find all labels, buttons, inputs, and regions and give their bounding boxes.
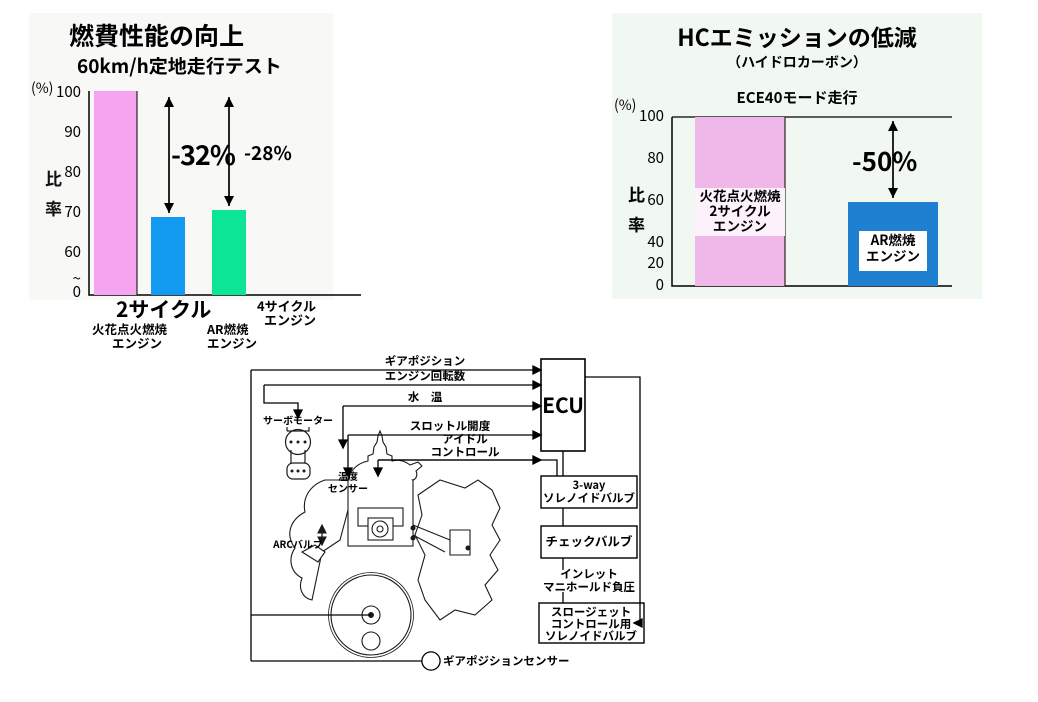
svg-text:燃費性能の向上: 燃費性能の向上	[69, 17, 244, 53]
svg-text:HCエミッションの低減: HCエミッションの低減	[677, 19, 917, 53]
svg-text:サーボモーター: サーボモーター	[263, 412, 333, 427]
svg-text:ARCバルブ: ARCバルブ	[272, 536, 323, 551]
svg-text:ギアポジション: ギアポジション	[385, 353, 466, 369]
svg-text:率: 率	[45, 195, 62, 220]
svg-text:エンジン: エンジン	[112, 333, 162, 352]
svg-text:20: 20	[647, 252, 664, 273]
svg-text:比: 比	[628, 181, 645, 206]
svg-text:(%): (%)	[31, 78, 53, 98]
svg-text:70: 70	[64, 201, 81, 222]
svg-text:80: 80	[64, 161, 81, 182]
svg-text:60: 60	[647, 189, 664, 210]
svg-text:コントロール: コントロール	[431, 444, 500, 460]
svg-text:(%): (%)	[614, 95, 636, 115]
svg-text:ECU: ECU	[542, 390, 584, 420]
svg-text:マニホールド負圧: マニホールド負圧	[543, 579, 635, 595]
svg-text:エンジン: エンジン	[866, 245, 920, 265]
svg-text:ソレノイドバルブ: ソレノイドバルブ	[545, 628, 637, 644]
svg-text:60km/h定地走行テスト: 60km/h定地走行テスト	[77, 52, 282, 79]
svg-text:0: 0	[656, 274, 664, 295]
svg-text:90: 90	[64, 121, 81, 142]
svg-text:（ハイドロカーボン）: （ハイドロカーボン）	[727, 52, 867, 72]
svg-text:40: 40	[647, 231, 664, 252]
svg-text:ギアポジションセンサー: ギアポジションセンサー	[443, 653, 570, 669]
svg-text:ソレノイドバルブ: ソレノイドバルブ	[543, 490, 635, 506]
svg-text:100: 100	[639, 105, 664, 126]
svg-text:-28%: -28%	[244, 139, 292, 166]
svg-text:-32%: -32%	[171, 134, 236, 173]
svg-text:チェックバルブ: チェックバルブ	[546, 531, 633, 550]
svg-text:60: 60	[64, 241, 81, 262]
svg-text:80: 80	[647, 147, 664, 168]
svg-text:エンジン回転数: エンジン回転数	[385, 368, 466, 384]
svg-text:100: 100	[56, 81, 81, 102]
svg-text:0: 0	[73, 281, 81, 302]
svg-text:比: 比	[45, 165, 62, 190]
svg-text:ECE40モード走行: ECE40モード走行	[737, 87, 858, 108]
svg-text:エンジン: エンジン	[713, 215, 767, 235]
svg-text:率: 率	[628, 211, 645, 236]
svg-text:センサー: センサー	[328, 480, 368, 495]
svg-text:エンジン: エンジン	[264, 310, 316, 329]
svg-text:-50%: -50%	[852, 142, 917, 179]
svg-text:水 温: 水 温	[408, 389, 443, 405]
